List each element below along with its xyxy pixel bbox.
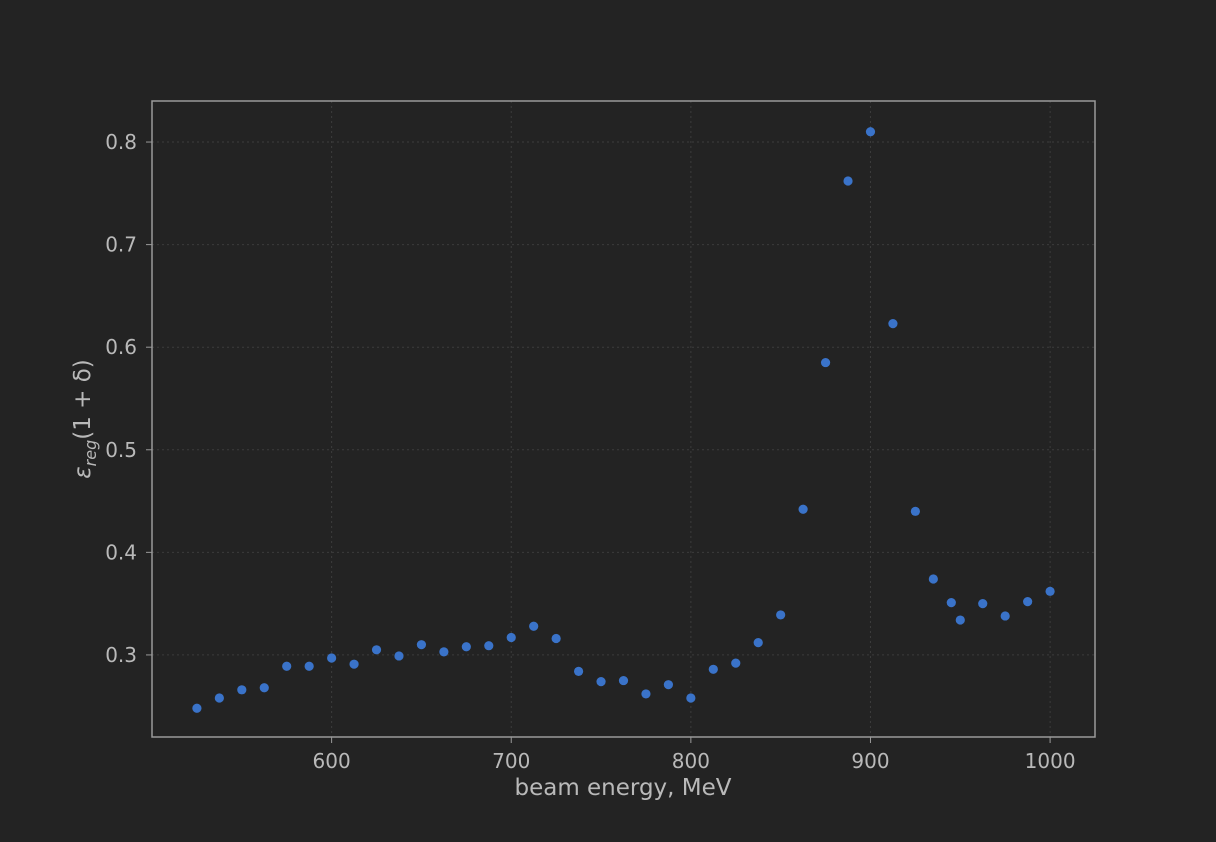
data-point bbox=[928, 574, 938, 584]
x-tick-label: 600 bbox=[313, 749, 351, 773]
data-point bbox=[843, 176, 853, 186]
data-point bbox=[237, 685, 247, 695]
data-point bbox=[708, 664, 718, 674]
y-axis-label-rest: (1 + δ) bbox=[70, 359, 96, 440]
y-tick-label: 0.4 bbox=[105, 540, 137, 564]
x-tick-label: 700 bbox=[492, 749, 530, 773]
data-point bbox=[865, 127, 876, 137]
data-point bbox=[282, 661, 292, 671]
data-point bbox=[551, 633, 561, 644]
x-tick-label: 900 bbox=[851, 749, 889, 773]
y-axis-label-base: ε bbox=[70, 466, 96, 478]
data-point bbox=[663, 680, 674, 690]
data-point bbox=[753, 638, 763, 648]
data-point bbox=[798, 504, 808, 514]
data-point bbox=[776, 610, 786, 620]
data-point bbox=[416, 640, 427, 650]
axis-ticks: 600 700 800 900 1000 0.3 0.4 0.5 0.6 0.7 0.8 bbox=[105, 130, 1075, 773]
data-point bbox=[439, 647, 449, 657]
data-point bbox=[371, 645, 382, 655]
data-point bbox=[820, 357, 831, 368]
y-axis-label: εreg(1 + δ) bbox=[70, 359, 100, 479]
data-point bbox=[641, 689, 651, 699]
data-point bbox=[394, 651, 404, 661]
y-tick-label: 0.3 bbox=[105, 643, 137, 667]
data-point bbox=[506, 632, 516, 643]
data-point bbox=[946, 598, 956, 608]
data-point bbox=[888, 319, 898, 329]
data-point bbox=[529, 621, 539, 631]
x-tick-label: 800 bbox=[672, 749, 710, 773]
plot-frame bbox=[151, 100, 1096, 738]
y-tick-label: 0.8 bbox=[105, 130, 137, 154]
data-point bbox=[573, 666, 584, 676]
data-point bbox=[618, 675, 629, 686]
data-point bbox=[978, 599, 988, 609]
data-point bbox=[1000, 611, 1010, 621]
data-point bbox=[327, 653, 337, 663]
data-point bbox=[304, 661, 314, 671]
y-tick-label: 0.6 bbox=[105, 335, 137, 359]
data-point bbox=[349, 659, 359, 669]
grid-lines bbox=[152, 101, 1095, 737]
data-point bbox=[192, 703, 202, 713]
data-point bbox=[484, 641, 494, 651]
data-points bbox=[192, 127, 1055, 713]
data-point bbox=[259, 683, 269, 693]
data-point bbox=[596, 677, 606, 687]
data-point bbox=[731, 658, 741, 668]
x-axis-label: beam energy, MeV bbox=[514, 775, 731, 801]
y-axis-label-subscript: reg bbox=[81, 440, 100, 467]
data-point bbox=[1045, 586, 1055, 596]
y-tick-label: 0.5 bbox=[105, 438, 137, 462]
data-point bbox=[686, 693, 696, 703]
y-axis-label-group: εreg(1 + δ) bbox=[70, 359, 100, 479]
y-tick-label: 0.7 bbox=[105, 233, 137, 257]
data-point bbox=[214, 693, 224, 703]
x-tick-label: 1000 bbox=[1025, 749, 1076, 773]
data-point bbox=[1023, 596, 1033, 607]
data-point bbox=[461, 642, 471, 652]
data-point bbox=[955, 615, 965, 625]
data-point bbox=[910, 506, 920, 516]
